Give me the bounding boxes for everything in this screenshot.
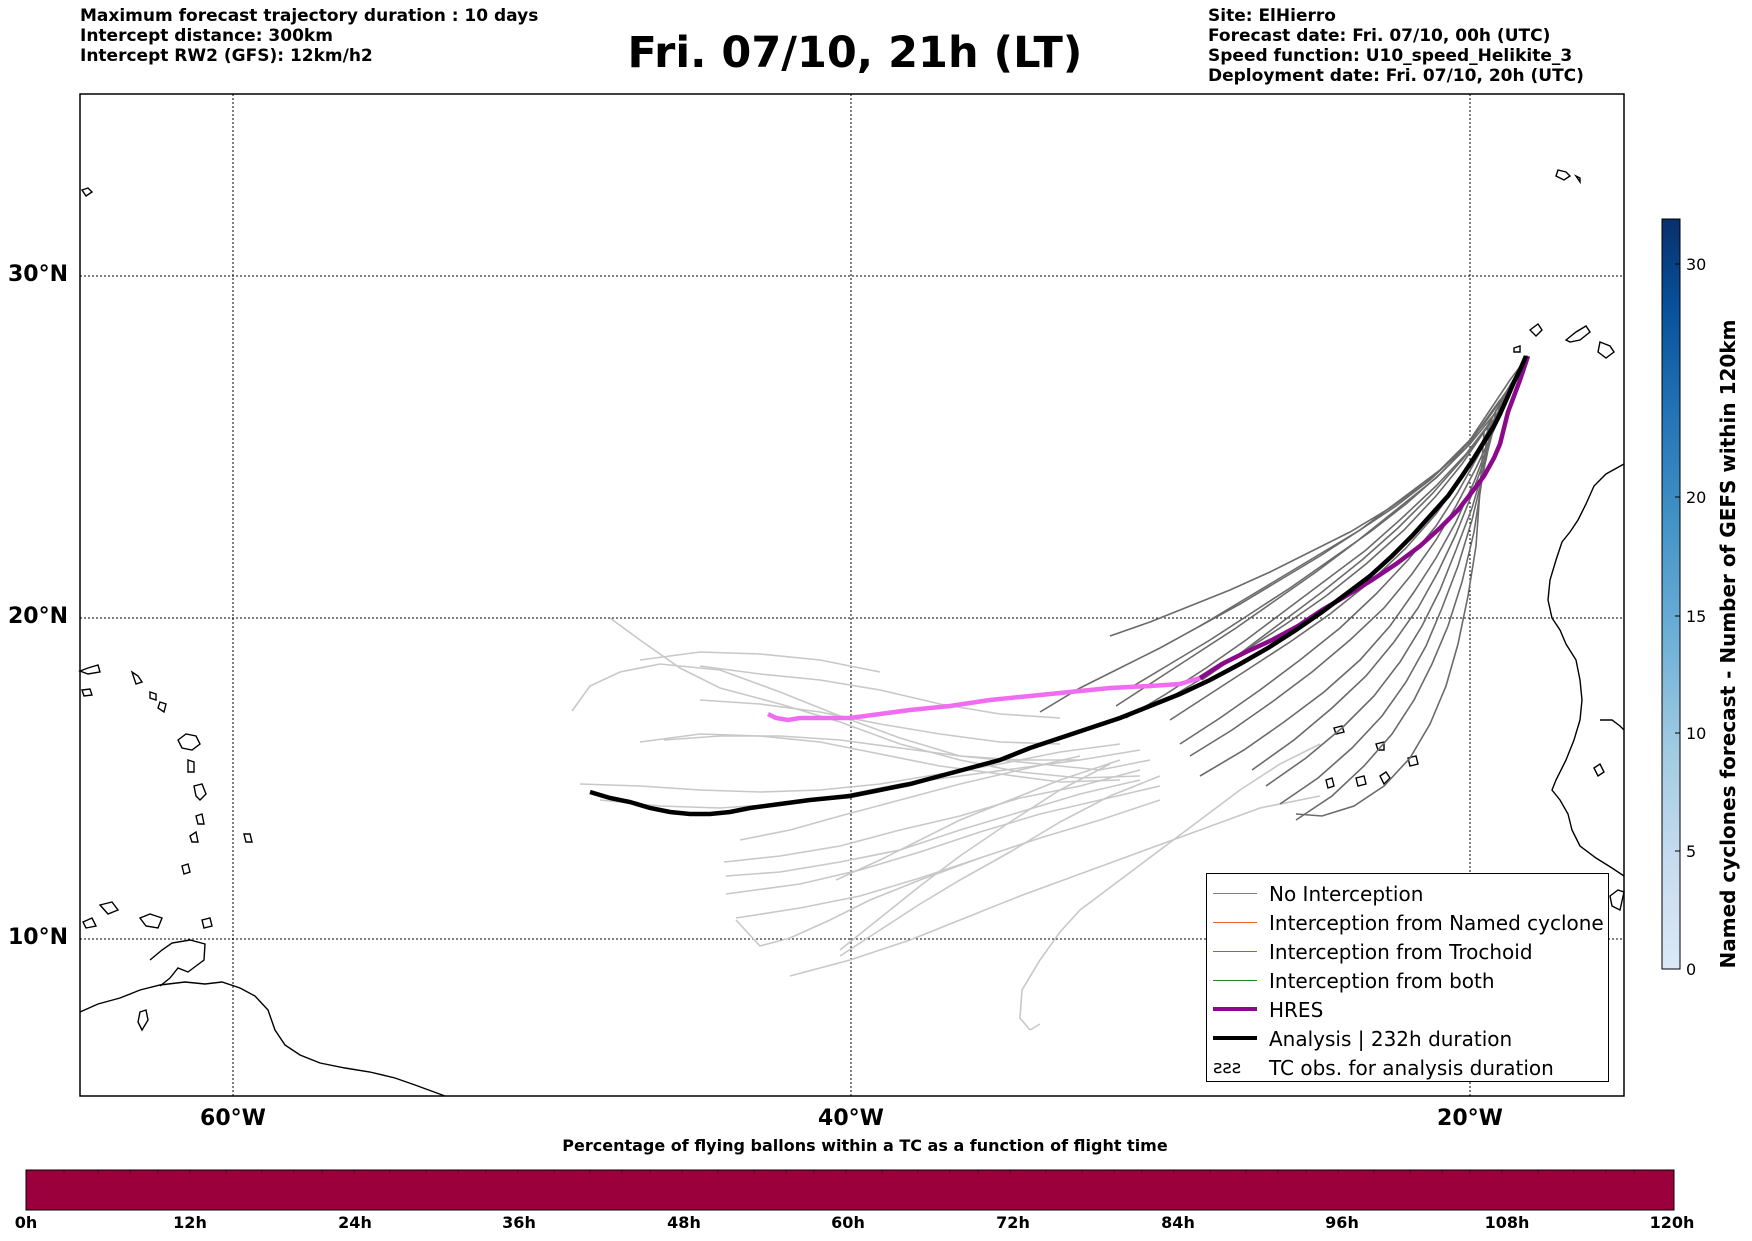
map-legend: No Interception Interception from Named … xyxy=(1206,873,1609,1082)
cyclone-colorbar xyxy=(1661,218,1681,970)
legend-item-analysis: Analysis | 232h duration xyxy=(1207,1025,1607,1053)
header-right-line: Site: ElHierro xyxy=(1208,6,1336,26)
trajectories-light xyxy=(571,617,1321,1031)
percentage-tick: 84h xyxy=(1161,1213,1195,1232)
legend-label: Interception from Trochoid xyxy=(1269,940,1533,964)
header-right-line: Deployment date: Fri. 07/10, 20h (UTC) xyxy=(1208,66,1584,86)
legend-label: Interception from both xyxy=(1269,969,1495,993)
main-title: Fri. 07/10, 21h (LT) xyxy=(627,28,1083,78)
header-left-line: Maximum forecast trajectory duration : 1… xyxy=(80,6,539,26)
percentage-tick: 108h xyxy=(1484,1213,1530,1232)
percentage-tick: 48h xyxy=(667,1213,701,1232)
legend-label: Analysis | 232h duration xyxy=(1269,1027,1513,1051)
legend-item-hres: HRES xyxy=(1207,996,1607,1024)
legend-label: Interception from Named cyclone xyxy=(1269,911,1604,935)
header-info-right: Site: ElHierro Forecast date: Fri. 07/10… xyxy=(1208,6,1584,86)
percentage-tick: 120h xyxy=(1649,1213,1695,1232)
percentage-tick: 12h xyxy=(173,1213,207,1232)
header-left-line: Intercept RW2 (GFS): 12km/h2 xyxy=(80,46,373,66)
percentage-tick: 60h xyxy=(831,1213,865,1232)
header-left-line: Intercept distance: 300km xyxy=(80,26,333,46)
colorbar-tick: 5 xyxy=(1686,842,1697,861)
lon-label: 20°W xyxy=(1437,1106,1503,1131)
lat-label: 30°N xyxy=(7,262,68,287)
percentage-tick: 36h xyxy=(502,1213,536,1232)
hres-trajectory xyxy=(1198,355,1531,680)
percentage-tick: 96h xyxy=(1325,1213,1359,1232)
colorbar-tick: 20 xyxy=(1686,488,1707,507)
map-grid xyxy=(80,94,1624,1096)
legend-item-trochoid: Interception from Trochoid xyxy=(1207,938,1607,966)
tc-symbol-icon: ƨƨƨ xyxy=(1213,1057,1242,1078)
legend-label: HRES xyxy=(1269,998,1324,1022)
legend-item-both: Interception from both xyxy=(1207,967,1607,995)
lon-label: 60°W xyxy=(200,1106,266,1131)
lat-label: 10°N xyxy=(7,925,68,950)
legend-item-no-interception: No Interception xyxy=(1207,880,1607,908)
legend-item-tc-obs: ƨƨƨ TC obs. for analysis duration xyxy=(1207,1054,1607,1082)
legend-label: TC obs. for analysis duration xyxy=(1269,1056,1554,1080)
legend-item-named-cyclone: Interception from Named cyclone xyxy=(1207,909,1607,937)
legend-line-icon xyxy=(1213,922,1257,923)
legend-line-icon xyxy=(1213,1036,1257,1040)
colorbar-tick: 0 xyxy=(1686,960,1697,979)
lat-label: 20°N xyxy=(7,604,68,629)
percentage-tick: 72h xyxy=(996,1213,1030,1232)
legend-line-icon xyxy=(1213,951,1257,952)
trajectories-dark xyxy=(1039,355,1529,821)
lon-label: 40°W xyxy=(818,1106,884,1131)
hres-trajectory-light xyxy=(766,675,1201,723)
analysis-trajectory xyxy=(589,355,1529,817)
header-right-line: Speed function: U10_speed_Helikite_3 xyxy=(1208,46,1573,66)
map-frame xyxy=(79,93,1625,1097)
legend-label: No Interception xyxy=(1269,882,1424,906)
percentage-tick: 24h xyxy=(338,1213,372,1232)
legend-line-icon xyxy=(1213,893,1257,894)
colorbar-tick: 30 xyxy=(1686,255,1707,274)
header-right-line: Forecast date: Fri. 07/10, 00h (UTC) xyxy=(1208,26,1551,46)
colorbar-tick: 10 xyxy=(1686,724,1707,743)
legend-line-icon xyxy=(1213,1007,1257,1011)
percentage-bar xyxy=(25,1169,1675,1211)
percentage-tick: 0h xyxy=(14,1213,38,1232)
coastlines xyxy=(78,169,1625,1097)
colorbar-tick: 15 xyxy=(1686,607,1707,626)
colorbar-title: Named cyclones forecast - Number of GEFS… xyxy=(1716,319,1740,969)
percentage-bar-title: Percentage of flying ballons within a TC… xyxy=(562,1136,1168,1155)
header-info-left: Maximum forecast trajectory duration : 1… xyxy=(80,6,538,66)
legend-line-icon xyxy=(1213,980,1257,981)
